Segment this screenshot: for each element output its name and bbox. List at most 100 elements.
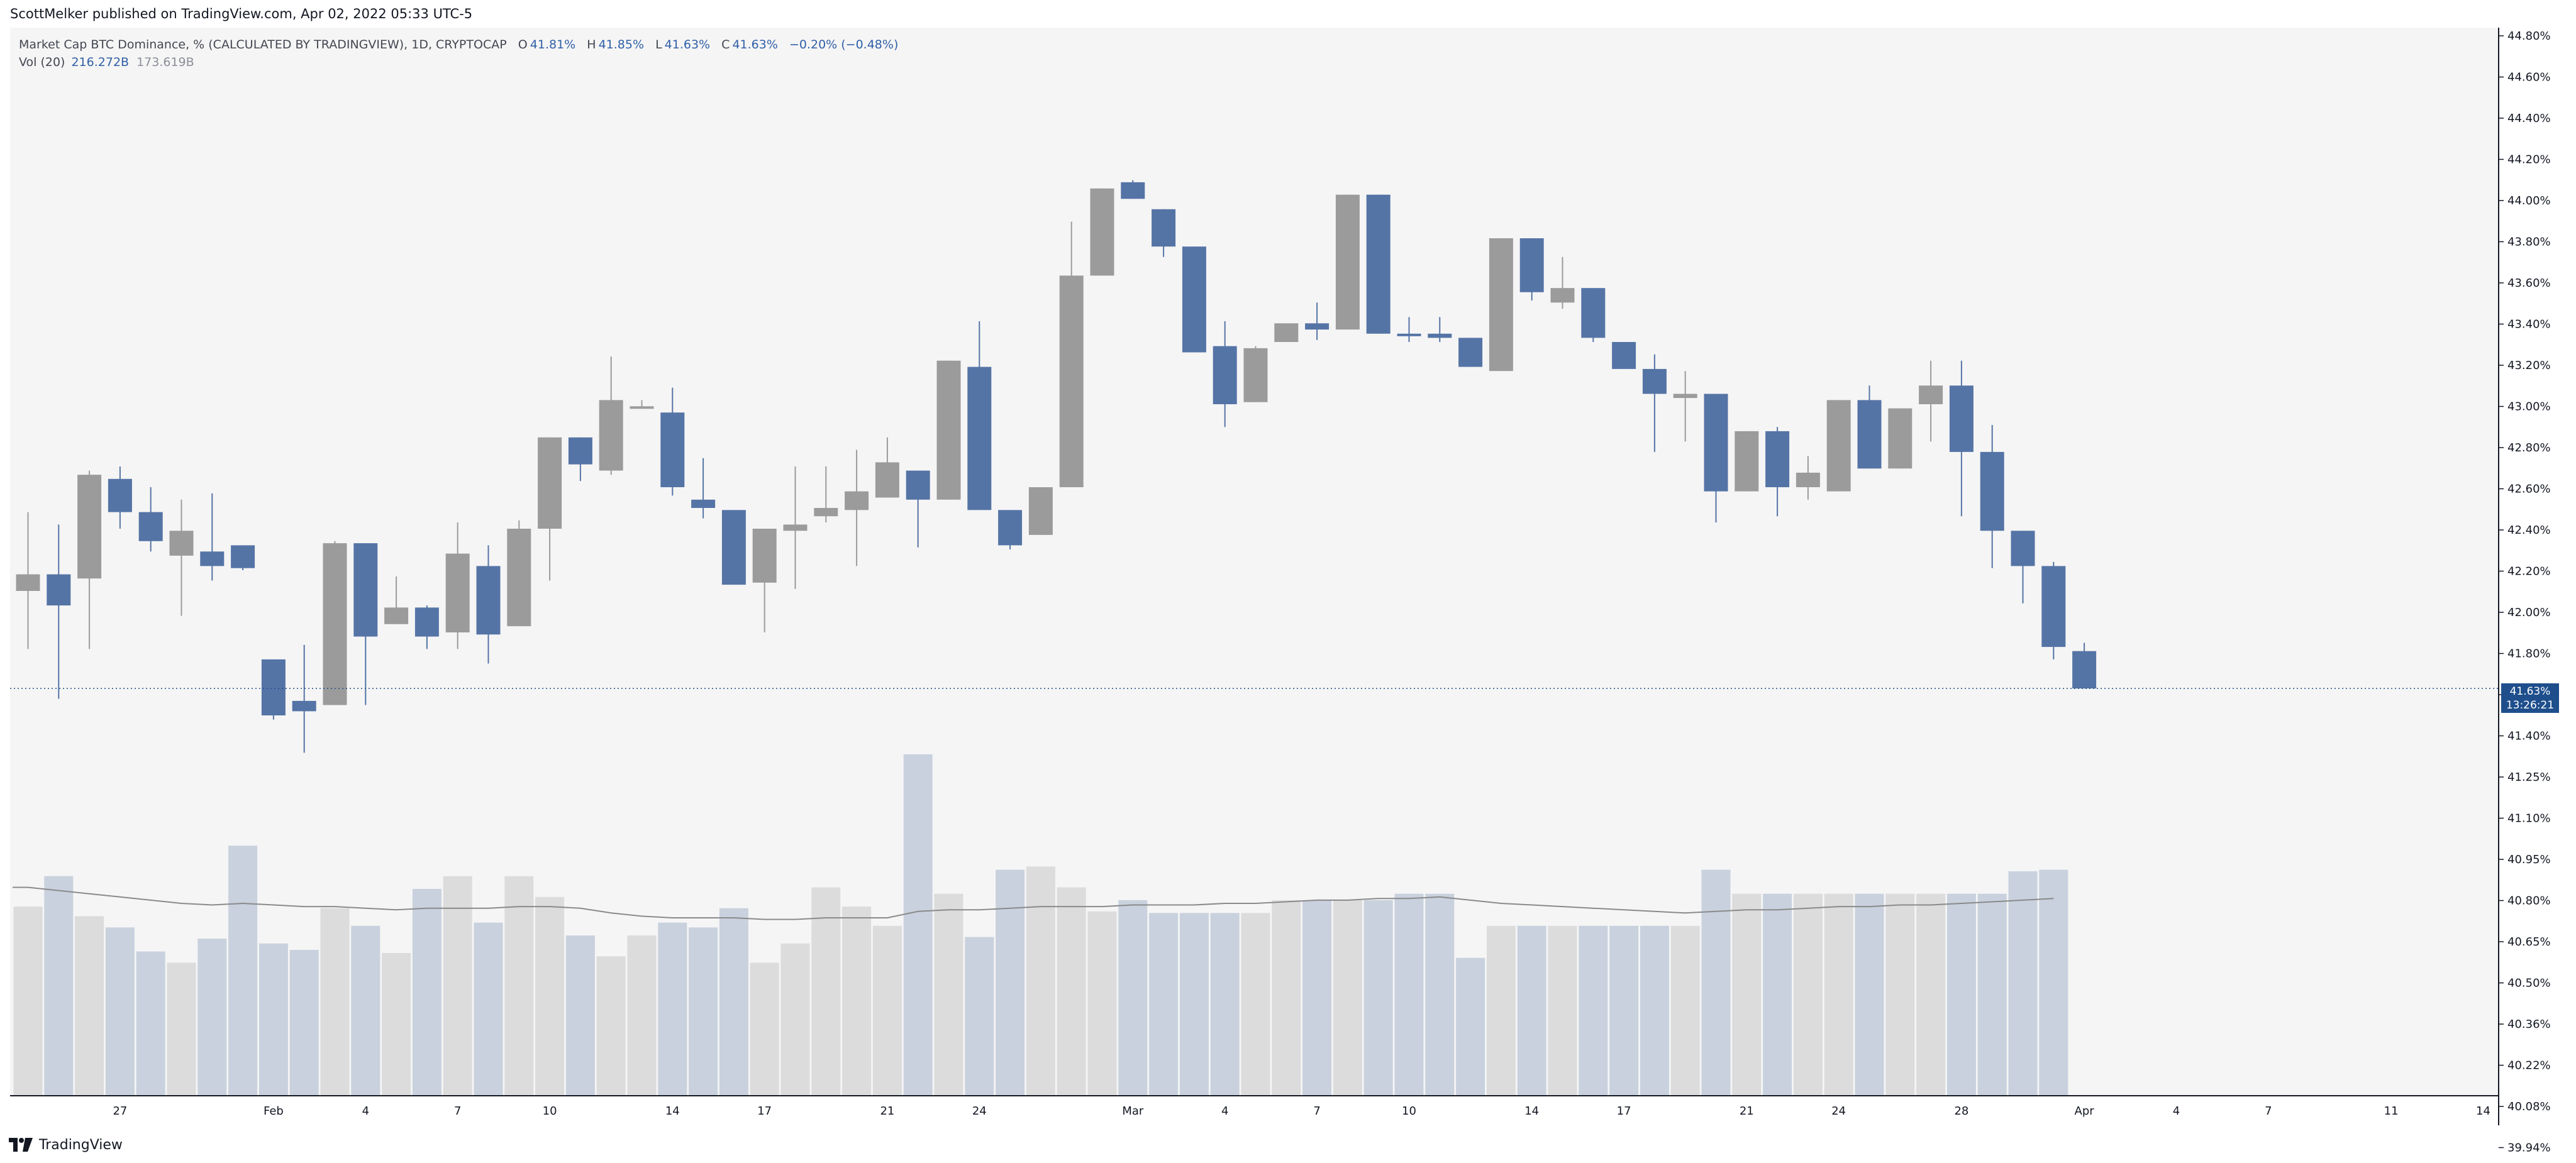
volume-bar [44, 876, 74, 1096]
volume-bar [1977, 893, 2007, 1096]
candle-body [2041, 566, 2066, 648]
candle-body [2072, 651, 2097, 689]
low-value: 41.63% [664, 38, 711, 52]
y-tick-label: 41.80% [2507, 648, 2551, 661]
y-tick-label: 40.08% [2507, 1100, 2551, 1113]
candle-body [1673, 394, 1697, 399]
volume-bar [903, 754, 933, 1096]
candle-body [261, 659, 286, 715]
candle-body [292, 700, 316, 712]
x-tick-label: 21 [880, 1105, 894, 1118]
candle-body [1428, 333, 1452, 338]
y-tick-label: 43.40% [2507, 318, 2551, 331]
candle-body [2011, 531, 2035, 566]
x-tick-label: Apr [2075, 1105, 2095, 1118]
last-price-badge: 41.63% 13:26:21 [2501, 683, 2559, 713]
candle-body [998, 510, 1023, 546]
y-tick-label: 41.25% [2507, 771, 2551, 784]
x-tick-label: 24 [972, 1105, 987, 1118]
x-tick-label: 10 [1402, 1105, 1416, 1118]
candle-body [1612, 342, 1636, 369]
volume-bar [1640, 925, 1669, 1096]
y-tick-label: 39.94% [2507, 1142, 2551, 1155]
candle-body [138, 512, 163, 541]
candle-body [1796, 472, 1820, 487]
candle-body [1059, 275, 1084, 487]
candle-body [783, 524, 808, 531]
candle-body [660, 412, 685, 487]
y-tick-label: 42.80% [2507, 441, 2551, 455]
volume-bar [1670, 925, 1700, 1096]
y-tick-label: 40.22% [2507, 1059, 2551, 1072]
x-tick-label: 4 [362, 1105, 369, 1118]
volume-ma-value: 173.619B [136, 55, 194, 69]
x-tick-label: 14 [665, 1105, 680, 1118]
volume-bar [1394, 893, 1424, 1096]
x-tick-label: 4 [1221, 1105, 1228, 1118]
x-tick-label: 4 [2173, 1105, 2180, 1118]
volume-bar [167, 962, 196, 1096]
candle-body [1213, 346, 1237, 404]
y-tick-label: 40.50% [2507, 977, 2551, 990]
y-tick-label: 41.10% [2507, 812, 2551, 825]
volume-bar [627, 935, 657, 1096]
y-tick-label: 43.20% [2507, 359, 2551, 372]
volume-bar [1272, 900, 1301, 1096]
open-value: 41.81% [530, 38, 576, 52]
x-tick-label: 17 [1617, 1105, 1631, 1118]
volume-bar [1149, 913, 1179, 1096]
candle-body [1949, 385, 1974, 452]
volume-bar [320, 908, 350, 1096]
candle-body [599, 400, 623, 471]
volume-bar [1302, 900, 1332, 1096]
candle-body [936, 360, 961, 500]
volume-bar [382, 953, 411, 1096]
candle-body [1305, 323, 1330, 330]
y-tick-label: 43.00% [2507, 400, 2551, 414]
volume-bar [75, 916, 104, 1096]
volume-bar [1855, 893, 1884, 1096]
y-tick-label: 42.20% [2507, 565, 2551, 578]
y-tick-label: 41.40% [2507, 730, 2551, 743]
volume-bar [504, 876, 534, 1096]
volume-bar [1118, 900, 1148, 1096]
candle-body [231, 545, 255, 568]
candle-body [875, 462, 899, 498]
volume-bar [412, 889, 441, 1096]
x-tick-label: 7 [2265, 1105, 2272, 1118]
volume-bar [689, 927, 718, 1096]
volume-bar [565, 935, 595, 1096]
volume-bar [811, 887, 841, 1096]
volume-bar [1701, 869, 1731, 1096]
x-tick-label: 14 [2476, 1105, 2490, 1118]
x-tick-label: 21 [1740, 1105, 1754, 1118]
x-tick-label: Feb [264, 1105, 284, 1118]
volume-bar [2039, 869, 2068, 1096]
volume-bar [1026, 866, 1055, 1096]
y-tick-label: 43.80% [2507, 236, 2551, 249]
volume-bar [136, 951, 165, 1096]
candle-body [77, 475, 102, 579]
candle-body [384, 607, 409, 624]
candle-body [1704, 394, 1728, 492]
volume-bar [658, 922, 687, 1096]
candle-body [1397, 333, 1421, 336]
volume-bar [1057, 887, 1086, 1096]
high-value: 41.85% [598, 38, 645, 52]
candle-layer [10, 180, 2499, 753]
candle-body [1519, 238, 1544, 292]
tradingview-logo[interactable]: TradingView [9, 1135, 123, 1154]
volume-bar [1087, 911, 1117, 1096]
candle-body [323, 543, 347, 705]
volume-bar [1732, 893, 1762, 1096]
candle-body [1980, 451, 2004, 531]
candle-body [538, 437, 562, 529]
y-tick-label: 42.00% [2507, 606, 2551, 619]
volume-label: Vol (20) [19, 55, 65, 69]
candle-body [1121, 182, 1145, 199]
volume-bar [1425, 893, 1455, 1096]
candle-body [1152, 209, 1176, 247]
volume-bar [1946, 893, 1976, 1096]
bar-countdown: 13:26:21 [2506, 699, 2555, 712]
volume-bar [1517, 925, 1546, 1096]
